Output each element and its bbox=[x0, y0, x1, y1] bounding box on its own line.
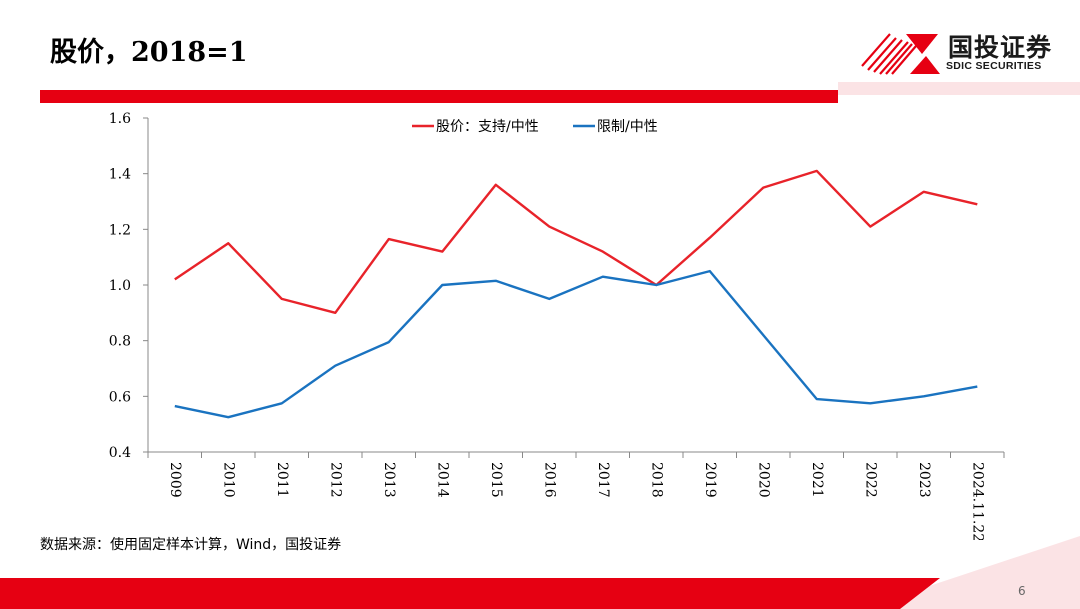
x-tick-label: 2021 bbox=[809, 462, 825, 498]
page-number: 6 bbox=[1018, 584, 1026, 598]
y-tick-label: 1.2 bbox=[109, 222, 131, 238]
x-tick-label: 2012 bbox=[327, 462, 343, 498]
page-title: 股价，2018=1 bbox=[50, 37, 248, 68]
x-tick-label: 2015 bbox=[488, 462, 504, 498]
x-tick-label: 2024.11.22 bbox=[969, 462, 985, 540]
line-chart: 0.4 0.6 0.8 1.0 1.2 1.4 1.6 2009 2010 2011 2012 201… bbox=[109, 111, 1005, 540]
y-tick-label: 1.0 bbox=[109, 278, 131, 294]
y-tick-label: 1.4 bbox=[109, 167, 131, 183]
x-tick-label: 2018 bbox=[648, 462, 664, 498]
series-line-1 bbox=[174, 269, 978, 419]
logo-text-cn: 国投证券 bbox=[948, 33, 1053, 62]
x-tick-label: 2020 bbox=[755, 462, 771, 498]
header-red-bar bbox=[40, 90, 838, 103]
x-tick-label: 2013 bbox=[381, 462, 397, 498]
y-tick-label: 0.6 bbox=[109, 389, 131, 405]
x-tick-label: 2010 bbox=[220, 462, 236, 498]
y-tick-label: 0.4 bbox=[109, 445, 131, 461]
series-line-0 bbox=[174, 169, 978, 314]
x-tick-label: 2022 bbox=[862, 462, 878, 498]
legend-label-0: 股价：支持/中性 bbox=[436, 119, 539, 135]
x-tick-label: 2014 bbox=[434, 462, 450, 498]
x-tick-label: 2016 bbox=[541, 462, 557, 498]
logo-text-en: SDIC SECURITIES bbox=[946, 60, 1042, 72]
y-tick-label: 1.6 bbox=[109, 111, 131, 127]
data-source-note: 数据来源：使用固定样本计算，Wind，国投证券 bbox=[40, 537, 342, 553]
legend-label-1: 限制/中性 bbox=[597, 119, 658, 135]
x-tick-label: 2009 bbox=[167, 462, 183, 498]
sdic-logo-icon bbox=[861, 33, 940, 75]
y-tick-label: 0.8 bbox=[109, 334, 131, 350]
x-tick-label: 2017 bbox=[595, 462, 611, 498]
x-tick-label: 2023 bbox=[916, 462, 932, 498]
header-pink-bar bbox=[838, 82, 1080, 95]
x-tick-label: 2019 bbox=[702, 462, 718, 498]
brand-logo: 国投证券 SDIC SECURITIES bbox=[860, 28, 1070, 76]
x-tick-label: 2011 bbox=[274, 462, 290, 498]
